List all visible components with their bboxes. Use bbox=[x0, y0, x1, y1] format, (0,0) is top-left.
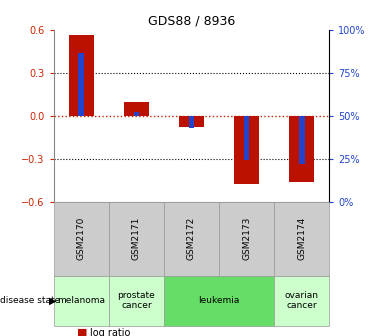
Text: GSM2171: GSM2171 bbox=[132, 217, 141, 260]
Bar bbox=[179, 116, 204, 127]
Bar bbox=[244, 116, 249, 161]
Bar bbox=[164, 276, 274, 326]
Bar bbox=[124, 102, 149, 116]
Bar bbox=[109, 276, 164, 326]
Text: disease state: disease state bbox=[0, 296, 60, 305]
Bar bbox=[219, 202, 274, 276]
Bar bbox=[69, 35, 93, 116]
Text: ovarian
cancer: ovarian cancer bbox=[285, 291, 319, 310]
Bar bbox=[274, 276, 329, 326]
Bar bbox=[299, 116, 304, 164]
Bar bbox=[274, 202, 329, 276]
Bar bbox=[189, 116, 194, 128]
Bar bbox=[109, 202, 164, 276]
Text: GSM2173: GSM2173 bbox=[242, 217, 251, 260]
Text: GSM2172: GSM2172 bbox=[187, 217, 196, 260]
Text: melanoma: melanoma bbox=[57, 296, 105, 305]
Bar bbox=[164, 202, 219, 276]
Text: ■: ■ bbox=[77, 328, 87, 336]
Bar bbox=[234, 116, 259, 184]
Title: GDS88 / 8936: GDS88 / 8936 bbox=[148, 15, 235, 28]
Text: prostate
cancer: prostate cancer bbox=[118, 291, 155, 310]
Text: GSM2170: GSM2170 bbox=[77, 217, 86, 260]
Bar bbox=[134, 113, 139, 116]
Bar bbox=[79, 52, 84, 116]
Bar bbox=[54, 276, 109, 326]
Bar bbox=[290, 116, 314, 181]
Bar bbox=[54, 202, 109, 276]
Text: leukemia: leukemia bbox=[198, 296, 240, 305]
Text: GSM2174: GSM2174 bbox=[297, 217, 306, 260]
Text: log ratio: log ratio bbox=[90, 328, 130, 336]
Text: ▶: ▶ bbox=[49, 296, 56, 306]
